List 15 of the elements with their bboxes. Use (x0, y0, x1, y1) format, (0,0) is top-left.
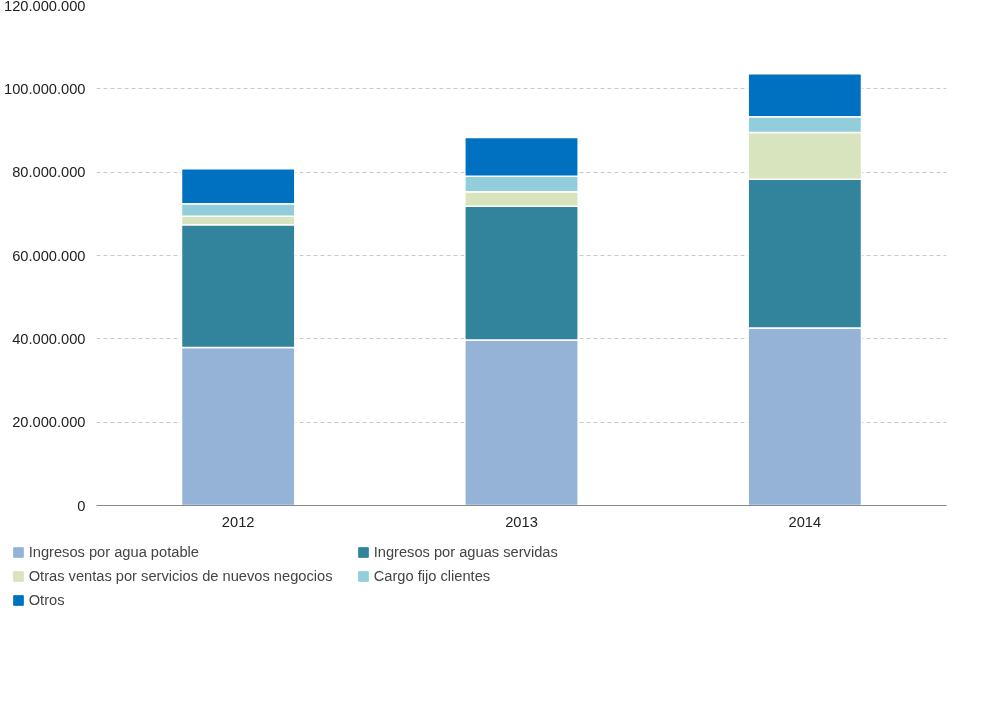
x-tick-label: 2012 (221, 513, 255, 530)
y-tick-label: 40.000.000 (12, 330, 86, 347)
x-tick-label: 2014 (788, 513, 822, 530)
legend-label: Otras ventas por servicios de nuevos negocios (28, 568, 334, 584)
legend-label: Ingresos por agua potable (28, 544, 200, 560)
y-tick-label: 120.000.000 (4, 0, 86, 14)
y-tick-label: 0 (77, 497, 86, 514)
y-tick-label: 100.000.000 (4, 80, 86, 97)
y-tick-label: 20.000.000 (12, 414, 86, 431)
y-tick-label: 60.000.000 (12, 247, 86, 264)
legend-label: Ingresos por aguas servidas (373, 544, 559, 560)
x-tick-label: 2013 (505, 513, 538, 530)
y-tick-label: 80.000.000 (12, 164, 86, 181)
legend-label: Otros (28, 592, 66, 608)
legend-label: Cargo fijo clientes (373, 568, 492, 584)
